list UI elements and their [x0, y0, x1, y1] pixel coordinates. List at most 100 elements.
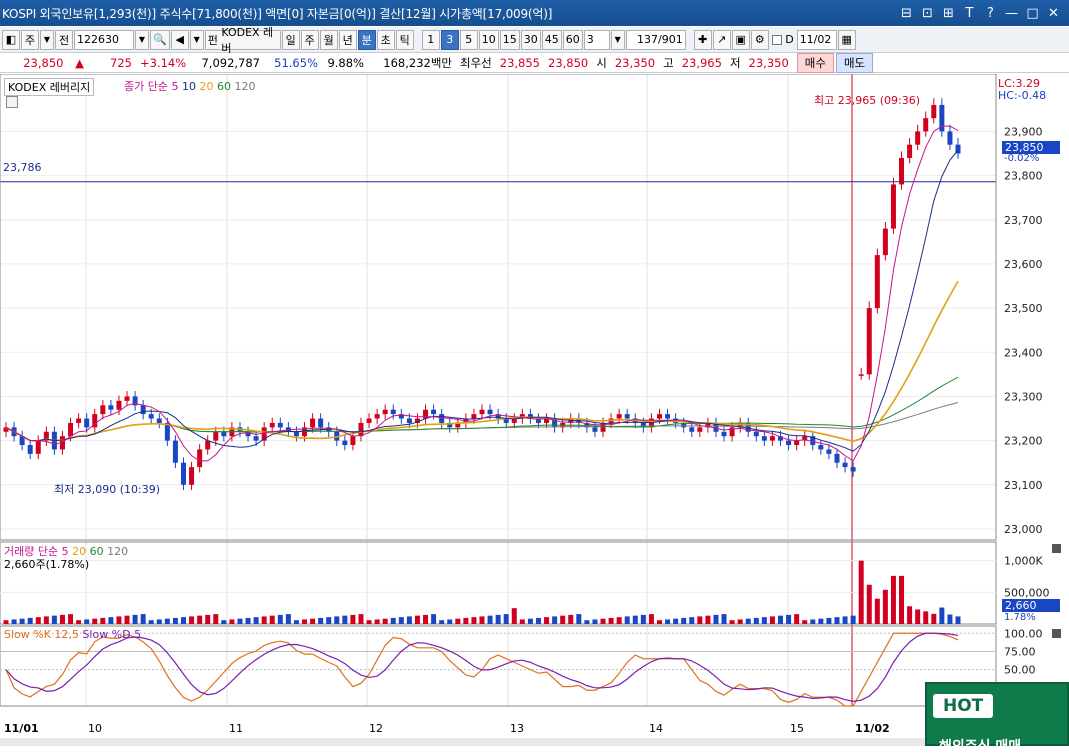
grid-icon[interactable]: ⊞ — [943, 5, 954, 21]
code-dropdown-icon[interactable]: ▼ — [135, 29, 149, 50]
candle-body — [19, 436, 25, 446]
minimize-icon[interactable]: — — [1005, 5, 1018, 21]
mode-dropdown-icon[interactable]: ▼ — [40, 29, 54, 50]
volume-bar — [342, 615, 348, 624]
calendar-icon[interactable]: ▦ — [837, 29, 856, 50]
candle-body — [124, 396, 130, 401]
maximize-icon[interactable]: □ — [1026, 5, 1039, 21]
price-panel-border — [0, 73, 997, 541]
crosshair-icon[interactable]: ✚ — [693, 29, 712, 50]
candle-body — [342, 440, 348, 446]
stock-code-input[interactable]: 122630 — [74, 29, 134, 50]
table-toggle-icon[interactable] — [6, 96, 18, 108]
candle-body — [665, 414, 671, 419]
interval-3[interactable]: 3 — [440, 29, 459, 50]
interval-45[interactable]: 45 — [541, 29, 562, 50]
volume-bar — [108, 617, 114, 624]
help-icon[interactable]: ? — [987, 5, 994, 21]
period-month[interactable]: 월 — [319, 29, 338, 50]
volume-panel-close-icon[interactable] — [1052, 544, 1061, 553]
hot-banner[interactable]: HOT 해외주식 매매 — [925, 682, 1069, 755]
interval-30[interactable]: 30 — [520, 29, 541, 50]
volume-bar — [51, 615, 57, 624]
candle-body — [27, 445, 33, 454]
bar-count[interactable]: 137/901 — [625, 29, 686, 50]
period-day[interactable]: 일 — [281, 29, 300, 50]
candle-body — [858, 374, 864, 376]
volume-bar — [931, 613, 937, 624]
interval-1[interactable]: 1 — [421, 29, 440, 50]
price-change: 725 — [110, 55, 132, 70]
candlestick-chart[interactable]: 23,000 23,100 23,200 23,300 23,400 23,500 23,6… — [0, 73, 1069, 746]
volume-legend: 거래량 단순 5 20 60 120 — [4, 543, 128, 559]
save-icon[interactable]: ▣ — [731, 29, 750, 50]
date-input[interactable]: 11/02 — [796, 29, 837, 50]
period-tick[interactable]: 틱 — [395, 29, 414, 50]
candle-body — [753, 431, 759, 437]
period-week[interactable]: 주 — [300, 29, 319, 50]
text-icon[interactable]: T — [965, 5, 974, 21]
volume-bar — [616, 617, 622, 624]
chart-area[interactable]: 23,000 23,100 23,200 23,300 23,400 23,500 23,6… — [0, 73, 1069, 746]
settings-gear-icon[interactable]: ⚙ — [750, 29, 769, 50]
candle-body — [3, 427, 9, 432]
volume-bar — [205, 614, 211, 624]
volume-bar — [310, 618, 316, 624]
price-panel-name[interactable]: KODEX 레버리지 — [4, 78, 95, 96]
layout-icon[interactable]: ◧ — [2, 29, 20, 50]
interval-dropdown-icon[interactable]: ▼ — [610, 29, 625, 50]
volume-bar — [753, 617, 759, 624]
slow-d-legend: Slow %D 5 — [82, 628, 142, 641]
interval-15[interactable]: 15 — [499, 29, 520, 50]
trade-volume: 7,092,787 — [201, 55, 260, 70]
search-icon[interactable]: 🔍 — [150, 29, 170, 50]
date-checkbox[interactable]: D — [770, 30, 796, 50]
volume-tick-label: 1,000K — [1004, 555, 1043, 568]
period-minute[interactable]: 분 — [357, 29, 376, 50]
speaker-icon[interactable]: ◀ — [170, 29, 189, 50]
volume-bar — [423, 614, 429, 624]
candle-body — [164, 422, 170, 441]
candle-body — [689, 427, 695, 432]
period-second[interactable]: 초 — [376, 29, 395, 50]
interval-10[interactable]: 10 — [478, 29, 499, 50]
speaker-dropdown-icon[interactable]: ▼ — [189, 29, 204, 50]
candle-body — [834, 453, 840, 463]
candle-body — [116, 400, 122, 410]
draw-tool-icon[interactable]: ↗ — [712, 29, 731, 50]
vol-ma120-legend: 120 — [107, 545, 129, 558]
ma5-line — [5, 125, 959, 462]
volume-bar — [923, 611, 929, 624]
slow-d-line — [5, 632, 959, 702]
buy-button[interactable]: 매수 — [796, 52, 834, 73]
prev-button[interactable]: 전 — [55, 29, 73, 50]
interval-input[interactable]: 3 — [583, 29, 610, 50]
restore-layout-icon[interactable]: ⊡ — [922, 5, 933, 21]
reference-line-label: 23,786 — [3, 161, 42, 174]
price-tick-label: 23,700 — [1004, 214, 1043, 227]
volume-bar — [455, 618, 461, 624]
candle-body — [794, 440, 800, 446]
stoch-panel-close-icon[interactable] — [1052, 629, 1061, 638]
close-icon[interactable]: ✕ — [1048, 5, 1059, 21]
tile-icon[interactable]: ⊟ — [901, 5, 912, 21]
candle-body — [955, 144, 961, 154]
candle-body — [277, 422, 283, 428]
volume-bar — [439, 620, 445, 624]
volume-bar — [414, 615, 420, 624]
best-label: 최우선 — [460, 55, 492, 70]
volume-bar — [11, 619, 17, 624]
volume-bar — [68, 614, 74, 624]
candle-body — [818, 445, 824, 450]
candle-body — [519, 414, 525, 419]
period-year[interactable]: 년 — [338, 29, 357, 50]
candle-body — [810, 436, 816, 446]
chart-scrollbar[interactable] — [0, 738, 925, 746]
interval-60[interactable]: 60 — [562, 29, 583, 50]
mode-select[interactable]: 주 — [21, 29, 39, 50]
sell-button[interactable]: 매도 — [835, 52, 874, 73]
interval-5[interactable]: 5 — [459, 29, 478, 50]
candle-body — [92, 414, 98, 428]
volume-bar — [874, 598, 880, 624]
volume-bar — [197, 615, 203, 624]
